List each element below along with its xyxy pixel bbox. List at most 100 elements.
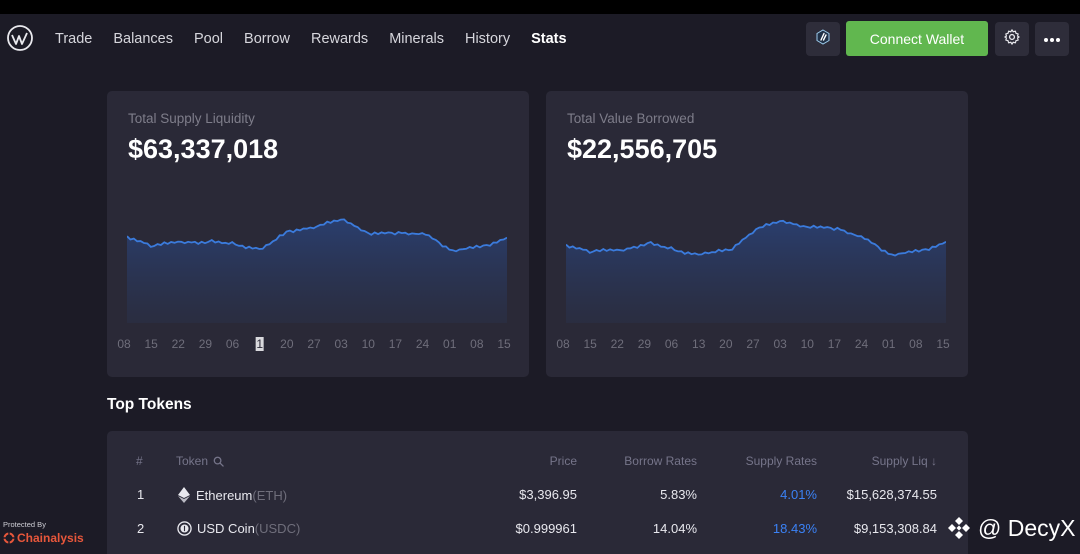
- x-tick-label: 22: [610, 337, 624, 351]
- x-tick-label: 15: [497, 337, 511, 351]
- chart-point: [234, 243, 238, 247]
- chart-point: [478, 245, 482, 249]
- chart-point: [451, 248, 455, 252]
- chart-point: [863, 237, 867, 241]
- connect-wallet-button[interactable]: Connect Wallet: [846, 21, 988, 56]
- chart-point: [261, 247, 265, 251]
- app-logo-icon[interactable]: [6, 24, 34, 52]
- x-tick-label: 13: [692, 337, 706, 351]
- chart-point: [781, 219, 785, 223]
- badge-chainalysis-name: Chainalysis: [17, 531, 84, 545]
- x-tick-label: 06: [225, 337, 240, 351]
- x-tick-label: 15: [936, 337, 950, 351]
- top-tokens-title: Top Tokens: [107, 396, 192, 413]
- x-tick-label: 06: [664, 337, 679, 351]
- decyx-watermark: @ DecyX: [946, 513, 1075, 543]
- chart-point: [396, 230, 400, 234]
- settings-button[interactable]: [995, 22, 1029, 56]
- chainalysis-badge[interactable]: Protected By Chainalysis: [3, 520, 103, 550]
- network-button[interactable]: [806, 22, 840, 56]
- row-1-token-ticker: (ETH): [252, 487, 288, 503]
- top-tokens-table: # Token Price Borrow Rates Supply Rates …: [107, 431, 968, 554]
- header-index: #: [136, 454, 143, 468]
- supply-liquidity-value: $63,337,018: [128, 134, 279, 164]
- more-button[interactable]: [1035, 22, 1069, 56]
- header-price[interactable]: Price: [549, 454, 577, 468]
- x-tick-label: 20: [719, 337, 733, 351]
- chart-point: [206, 240, 210, 244]
- x-tick-label: 17: [827, 337, 842, 351]
- row-2-token-ticker: (USDC): [254, 521, 301, 536]
- value-borrowed-chart[interactable]: [566, 183, 946, 323]
- chart-area: [566, 220, 946, 323]
- chart-point: [727, 248, 731, 252]
- x-tick-label: 29: [637, 337, 652, 351]
- row-2-token[interactable]: USD Coin (USDC): [177, 521, 300, 536]
- row-1-supply-liq: $15,628,374.55: [846, 487, 937, 502]
- supply-liquidity-chart[interactable]: [127, 183, 507, 323]
- chart-point: [179, 240, 183, 244]
- watermark-text: @ DecyX: [978, 514, 1076, 541]
- row-1-supply-rate: 4.01%: [780, 487, 817, 502]
- x-tick-label: 29: [198, 337, 213, 351]
- gear-icon: [1003, 28, 1021, 51]
- nav-link-history[interactable]: History: [464, 31, 511, 47]
- chart-point: [835, 226, 839, 230]
- x-tick-label: 15: [583, 337, 597, 351]
- nav-link-balances[interactable]: Balances: [113, 31, 173, 47]
- x-tick-label: 22: [171, 337, 185, 351]
- x-tick-label: 08: [556, 337, 570, 351]
- chart-point: [315, 224, 319, 228]
- nav-link-minerals[interactable]: Minerals: [389, 31, 444, 47]
- row-1-borrow-rate: 5.83%: [660, 487, 697, 502]
- x-tick-label: 08: [117, 337, 131, 351]
- nav-link-rewards[interactable]: Rewards: [310, 31, 369, 47]
- ethereum-icon: [178, 487, 190, 503]
- chart-point: [342, 217, 346, 221]
- chart-area: [127, 219, 507, 323]
- supply-liquidity-label: Total Supply Liquidity: [128, 111, 255, 126]
- value-borrowed-x-axis: 08 15 22 29 06 13 20 27 03 10 17 24 01 08 15: [556, 337, 950, 353]
- row-2-index: 2: [137, 521, 145, 536]
- top-navbar: Trade Balances Pool Borrow Rewards Miner…: [0, 14, 1080, 64]
- chart-point: [890, 252, 894, 256]
- chart-series-line: [127, 218, 507, 253]
- row-2-token-name: USD Coin: [197, 521, 255, 536]
- row-2-supply-liq: $9,153,308.84: [853, 521, 937, 536]
- x-tick-label: 03: [773, 337, 787, 351]
- nav-link-trade[interactable]: Trade: [55, 31, 93, 47]
- value-borrowed-label: Total Value Borrowed: [567, 111, 695, 126]
- nav-link-borrow[interactable]: Borrow: [244, 31, 290, 47]
- search-icon[interactable]: [213, 456, 224, 467]
- chart-series-line: [566, 219, 946, 257]
- badge-protected-text: Protected By: [3, 520, 46, 529]
- binance-logo-icon: [948, 517, 970, 539]
- row-2-price: $0.999961: [515, 521, 577, 536]
- chart-point: [152, 244, 156, 248]
- nav-link-stats[interactable]: Stats: [531, 31, 567, 47]
- x-tick-label: 27: [307, 337, 321, 351]
- header-supply-liq[interactable]: Supply Liq ↓: [871, 454, 937, 468]
- header-token[interactable]: Token: [176, 454, 224, 468]
- header-supply-rates[interactable]: Supply Rates: [745, 454, 817, 468]
- x-tick-label: 17: [388, 337, 403, 351]
- row-2-supply-rate: 18.43%: [772, 521, 817, 536]
- nav-link-pool[interactable]: Pool: [194, 31, 224, 47]
- row-1-price: $3,396.95: [519, 487, 577, 502]
- chart-point: [754, 227, 758, 231]
- x-tick-label: 27: [746, 337, 760, 351]
- x-tick-label: 24: [854, 337, 869, 351]
- x-tick-label: 08: [470, 337, 484, 351]
- x-tick-label: 24: [415, 337, 430, 351]
- x-tick-label: 01: [443, 337, 457, 351]
- x-tick-label: 15: [144, 337, 158, 351]
- row-1-index: 1: [137, 487, 145, 502]
- row-1-token[interactable]: Ethereum (ETH): [178, 487, 287, 503]
- header-borrow-rates[interactable]: Borrow Rates: [624, 454, 697, 468]
- chart-point: [673, 248, 677, 252]
- supply-liquidity-x-axis: 08 15 22 29 06 1 20 27 03 10 17 24 01 08 15: [117, 337, 511, 353]
- chart-point: [424, 233, 428, 237]
- chart-point: [917, 250, 921, 254]
- more-dots-icon: [1043, 30, 1061, 48]
- row-2-borrow-rate: 14.04%: [652, 521, 697, 536]
